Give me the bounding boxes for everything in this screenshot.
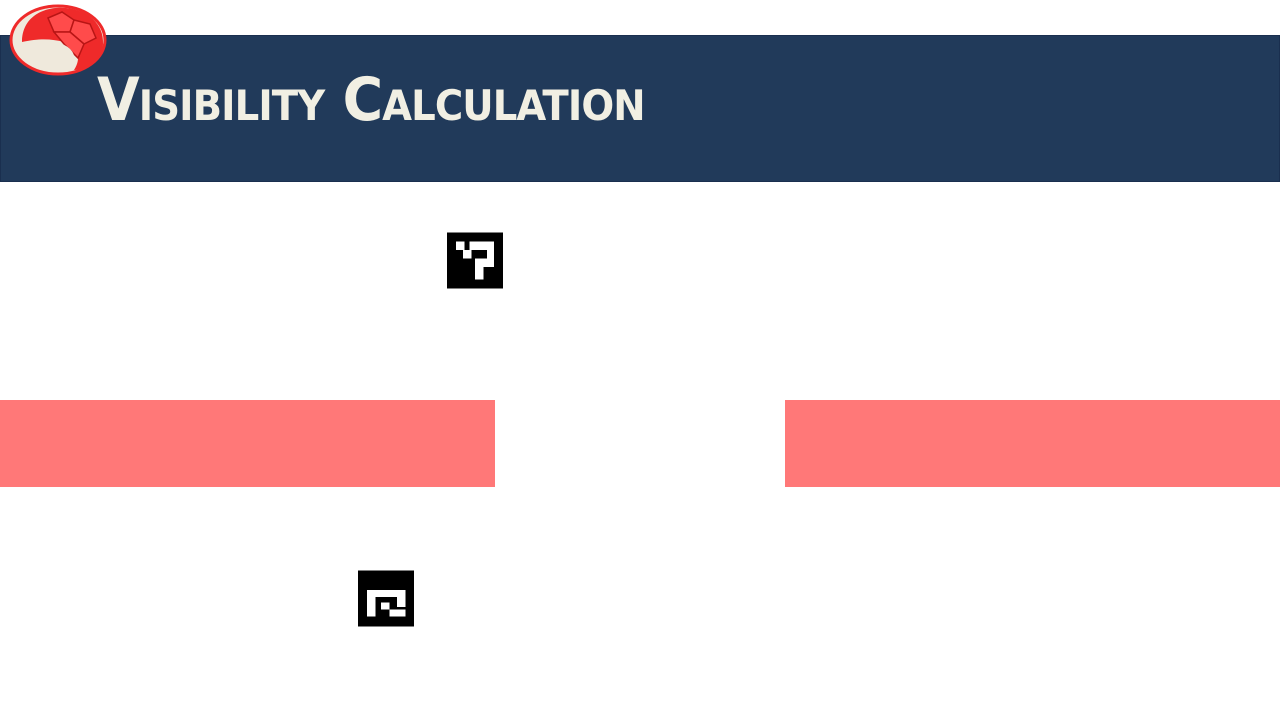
title-band xyxy=(0,35,1280,182)
barrier-left xyxy=(0,400,495,487)
barrier-right xyxy=(785,400,1280,487)
turtle-shell-icon xyxy=(9,4,107,76)
fiducial-marker-top xyxy=(447,232,503,289)
fiducial-marker-bottom xyxy=(358,570,414,627)
page-title: Visibility Calculation xyxy=(97,65,646,135)
